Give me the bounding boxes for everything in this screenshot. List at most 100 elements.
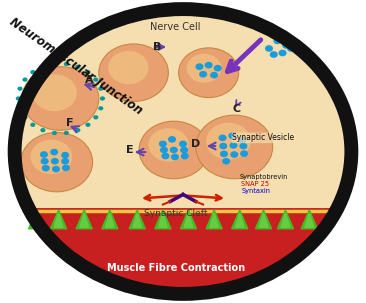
Polygon shape <box>305 213 314 227</box>
Text: C: C <box>232 104 240 114</box>
Polygon shape <box>180 210 197 229</box>
Circle shape <box>171 154 179 160</box>
Circle shape <box>98 87 103 91</box>
Text: Muscle Fibre Contraction: Muscle Fibre Contraction <box>107 263 245 273</box>
Text: Synaptobrevin: Synaptobrevin <box>240 174 288 180</box>
Polygon shape <box>184 213 193 227</box>
Polygon shape <box>158 213 167 227</box>
Circle shape <box>159 141 167 147</box>
Circle shape <box>40 128 45 132</box>
Circle shape <box>61 152 69 158</box>
Circle shape <box>168 136 176 143</box>
Circle shape <box>30 123 36 127</box>
Circle shape <box>99 44 168 102</box>
Polygon shape <box>281 213 290 227</box>
Circle shape <box>205 62 213 68</box>
Circle shape <box>199 71 207 78</box>
Circle shape <box>52 62 57 66</box>
Circle shape <box>270 51 278 58</box>
Circle shape <box>100 96 105 101</box>
Polygon shape <box>80 213 89 227</box>
Circle shape <box>22 115 27 119</box>
Circle shape <box>220 151 228 157</box>
Circle shape <box>273 38 281 44</box>
Circle shape <box>18 106 23 110</box>
Circle shape <box>139 121 209 179</box>
Circle shape <box>238 137 246 143</box>
Text: Neuromuscular Junction: Neuromuscular Junction <box>7 15 145 117</box>
Circle shape <box>85 70 90 74</box>
Text: Synaptic Cleft: Synaptic Cleft <box>144 209 208 218</box>
Circle shape <box>93 115 98 119</box>
Circle shape <box>93 78 98 82</box>
Circle shape <box>41 158 49 165</box>
Circle shape <box>40 151 48 158</box>
Circle shape <box>206 123 251 160</box>
Polygon shape <box>155 210 171 229</box>
Circle shape <box>40 65 45 69</box>
Circle shape <box>160 147 168 153</box>
Circle shape <box>265 45 273 52</box>
Polygon shape <box>32 213 41 227</box>
Circle shape <box>52 131 57 135</box>
Circle shape <box>282 42 290 49</box>
Circle shape <box>30 140 72 174</box>
Circle shape <box>64 131 69 135</box>
Circle shape <box>170 147 178 153</box>
Circle shape <box>22 67 99 130</box>
Polygon shape <box>29 210 45 229</box>
Circle shape <box>21 132 93 192</box>
Circle shape <box>219 135 227 141</box>
Text: SNAP 25: SNAP 25 <box>241 181 269 187</box>
Circle shape <box>98 106 103 110</box>
Polygon shape <box>54 213 63 227</box>
Polygon shape <box>76 210 92 229</box>
Circle shape <box>179 48 239 98</box>
Circle shape <box>42 165 50 171</box>
Circle shape <box>180 147 188 153</box>
Circle shape <box>22 78 27 82</box>
Circle shape <box>16 96 21 101</box>
Circle shape <box>108 51 149 84</box>
Text: D: D <box>191 139 201 149</box>
Polygon shape <box>206 210 222 229</box>
Circle shape <box>219 143 227 149</box>
Circle shape <box>18 87 23 91</box>
Polygon shape <box>277 210 294 229</box>
Polygon shape <box>255 210 272 229</box>
Circle shape <box>32 74 77 111</box>
Circle shape <box>214 65 222 72</box>
Circle shape <box>210 72 218 78</box>
Circle shape <box>85 123 90 127</box>
Circle shape <box>50 149 58 155</box>
Text: Nerve Cell: Nerve Cell <box>150 22 201 32</box>
Polygon shape <box>259 213 268 227</box>
Text: Synaptic Vesicle: Synaptic Vesicle <box>232 133 295 142</box>
Polygon shape <box>129 210 145 229</box>
Circle shape <box>149 128 189 161</box>
Ellipse shape <box>15 9 351 294</box>
Circle shape <box>181 153 189 159</box>
Circle shape <box>52 166 60 172</box>
Polygon shape <box>105 213 114 227</box>
Polygon shape <box>232 210 248 229</box>
Circle shape <box>240 150 248 157</box>
Polygon shape <box>133 213 142 227</box>
Circle shape <box>64 62 69 66</box>
Circle shape <box>161 153 169 159</box>
Polygon shape <box>210 213 219 227</box>
Text: B: B <box>153 42 161 52</box>
Circle shape <box>287 45 295 52</box>
Circle shape <box>51 158 59 165</box>
Text: F: F <box>66 118 73 128</box>
Circle shape <box>279 50 287 56</box>
Circle shape <box>75 65 81 69</box>
Polygon shape <box>235 213 244 227</box>
Circle shape <box>228 132 236 139</box>
Polygon shape <box>51 210 67 229</box>
Polygon shape <box>301 210 317 229</box>
Circle shape <box>239 143 247 149</box>
Circle shape <box>230 151 238 158</box>
Circle shape <box>61 158 69 165</box>
Polygon shape <box>102 210 118 229</box>
